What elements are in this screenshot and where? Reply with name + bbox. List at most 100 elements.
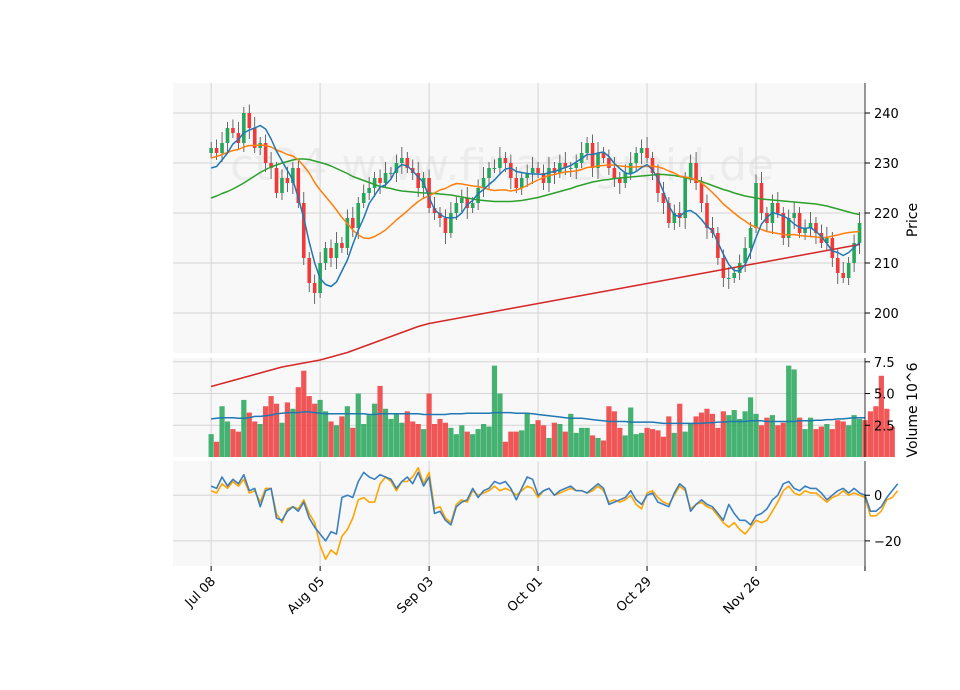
candle-body xyxy=(383,173,388,183)
volume-bar xyxy=(350,427,356,457)
candle-body xyxy=(301,203,306,258)
price-tick-label: 200 xyxy=(874,307,899,322)
volume-bar xyxy=(306,396,312,457)
candle-body xyxy=(269,163,273,168)
candle-body xyxy=(252,128,257,148)
volume-bar xyxy=(856,418,863,457)
volume-bar xyxy=(568,413,574,457)
candle-body xyxy=(672,213,677,223)
candle-body xyxy=(830,238,835,258)
candle-body xyxy=(525,173,529,178)
volume-tick-label: 5.0 xyxy=(874,388,895,403)
candle-body xyxy=(514,178,519,188)
price-series xyxy=(209,104,862,388)
volume-bar xyxy=(671,432,677,457)
volume-bar xyxy=(257,424,263,457)
candle-body xyxy=(628,163,633,173)
volume-bar xyxy=(268,396,274,457)
price-tick-label: 220 xyxy=(874,207,899,222)
volume-bar xyxy=(290,408,296,457)
volume-bar xyxy=(333,425,340,457)
volume-bar xyxy=(818,426,825,457)
candle-body xyxy=(394,163,399,173)
volume-bar xyxy=(301,370,307,457)
volume-bar xyxy=(377,385,383,457)
volume-bar xyxy=(764,417,770,457)
volume-bar xyxy=(426,393,432,457)
volume-bar xyxy=(688,424,694,457)
volume-bar xyxy=(279,422,285,457)
ma-short-line xyxy=(210,124,861,288)
candle-body xyxy=(776,203,780,213)
volume-bar xyxy=(213,441,220,457)
volume-bar xyxy=(737,418,743,457)
candle-body xyxy=(214,148,219,153)
candle-body xyxy=(454,203,459,213)
osc-tick-label: −20 xyxy=(874,535,901,550)
volume-bar xyxy=(442,422,449,457)
volume-bar xyxy=(448,427,454,457)
candle-body xyxy=(416,173,420,188)
volume-bar xyxy=(366,415,372,457)
volume-bar xyxy=(769,415,775,457)
volume-bar xyxy=(704,408,710,457)
volume-bar xyxy=(824,424,830,457)
volume-bar xyxy=(361,424,367,457)
volume-bar xyxy=(355,393,361,457)
candle-body xyxy=(389,173,393,174)
candle-body xyxy=(334,243,339,258)
volume-bar xyxy=(372,403,378,457)
volume-bar xyxy=(698,412,705,457)
candle-body xyxy=(503,158,508,163)
candle-body xyxy=(274,168,279,193)
volume-bar xyxy=(851,415,857,457)
oscillator-series xyxy=(210,466,899,561)
candle-body xyxy=(340,243,344,248)
volume-bar xyxy=(579,427,585,457)
volume-bar xyxy=(388,418,394,457)
volume-bar xyxy=(797,417,803,457)
candle-body xyxy=(754,183,758,228)
candle-body xyxy=(372,178,377,188)
volume-bar xyxy=(638,432,645,457)
candle-body xyxy=(808,223,813,228)
candle-body xyxy=(601,153,606,158)
volume-bar xyxy=(459,425,465,457)
candle-body xyxy=(236,133,241,143)
candle-body xyxy=(585,143,589,153)
candle-body xyxy=(323,248,328,263)
candle-body xyxy=(803,228,807,233)
volume-bar xyxy=(470,434,476,457)
candle-body xyxy=(732,273,737,278)
candle-body xyxy=(726,278,731,279)
candle-body xyxy=(590,143,595,168)
candle-body xyxy=(618,178,622,183)
candle-body xyxy=(481,178,486,188)
candle-body xyxy=(661,193,666,203)
ma-mid-line xyxy=(210,144,860,240)
candle-body xyxy=(247,113,252,128)
candle-body xyxy=(351,218,355,228)
candle-body xyxy=(329,248,333,258)
price-tick-label: 210 xyxy=(874,257,899,272)
volume-bar xyxy=(546,437,552,457)
osc-line-1 xyxy=(210,471,899,542)
volume-bar xyxy=(682,431,688,457)
candle-body xyxy=(656,173,660,193)
candle-body xyxy=(737,263,742,273)
volume-bar xyxy=(317,399,323,457)
candle-body xyxy=(792,213,796,218)
price-tick-label: 240 xyxy=(874,107,899,122)
volume-bar xyxy=(600,440,607,457)
candle-body xyxy=(476,188,480,203)
volume-bar xyxy=(230,429,236,457)
candle-body xyxy=(438,213,442,218)
candle-body xyxy=(552,168,557,173)
volume-bar xyxy=(742,411,748,457)
volume-bar xyxy=(731,410,737,457)
candle-body xyxy=(231,128,235,133)
ma-long-line xyxy=(210,158,860,216)
volume-bar xyxy=(780,422,786,457)
candle-body xyxy=(443,218,448,233)
candle-body xyxy=(688,163,693,178)
